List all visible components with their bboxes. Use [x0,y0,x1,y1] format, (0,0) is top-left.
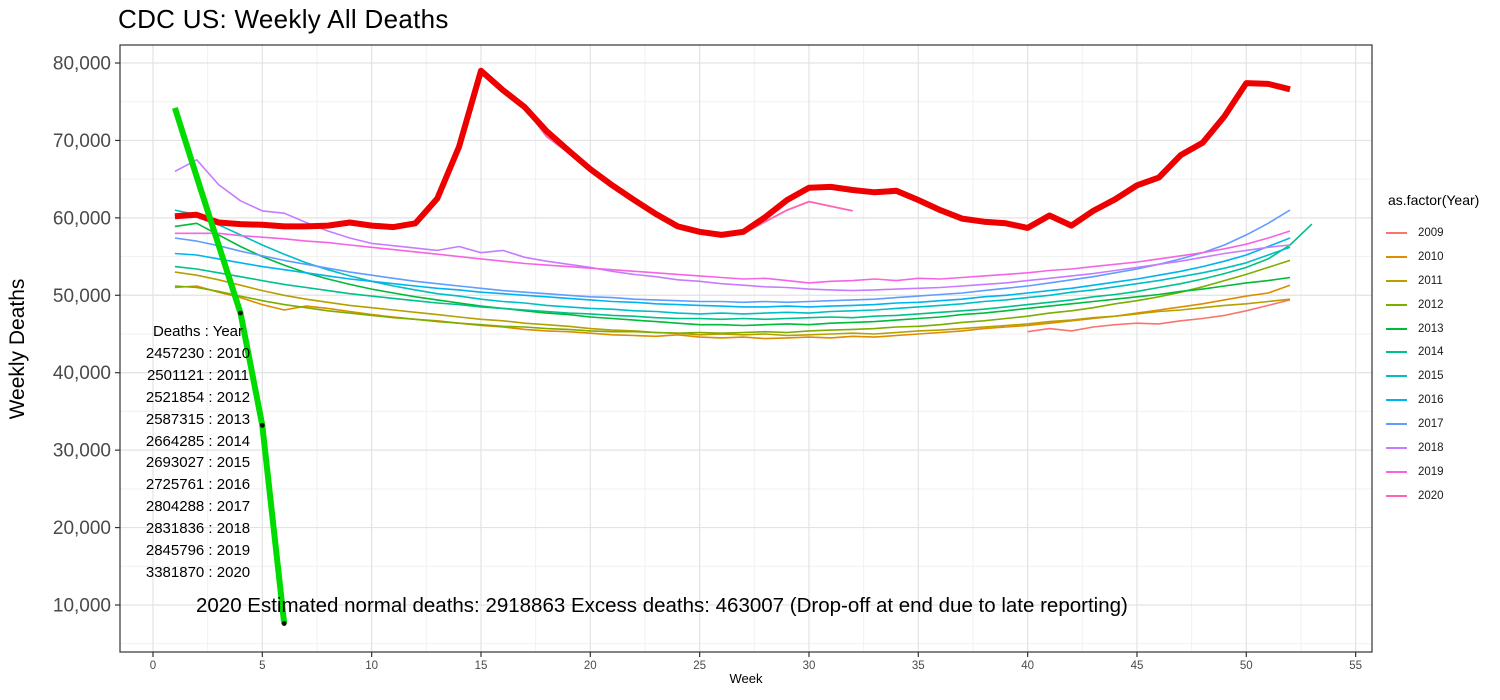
series-line-2011 [174,271,1291,337]
legend-swatch-2012 [1386,303,1407,306]
legend-swatch-2014 [1386,351,1407,354]
dropoff-point-marker [259,422,265,428]
excess-deaths-annotation: 2020 Estimated normal deaths: 2918863 Ex… [196,594,1128,617]
x-tick-label: 0 [150,660,156,672]
legend-label: 2014 [1418,346,1444,359]
panel-background [120,45,1372,652]
y-tick-label: 10,000 [53,596,111,617]
deaths-table-row: 2457230 : 2010 [145,344,251,362]
series-group [172,67,1313,626]
series-line-2019 [174,230,1291,284]
legend-label: 2017 [1418,418,1444,431]
deaths-table-row: 2664285 : 2014 [145,432,251,450]
deaths-table-row: 2845796 : 2019 [145,542,251,560]
legend-label: 2010 [1418,250,1444,263]
x-tick-label: 20 [584,660,597,672]
x-tick-label: 55 [1349,660,1362,672]
legend-item-2011: 2011 [1386,269,1498,293]
deaths-table-row: 2693027 : 2015 [145,454,251,472]
y-tick-label: 50,000 [53,286,111,307]
x-tick-label: 35 [912,660,925,672]
deaths-table-row: 2804288 : 2017 [145,498,251,516]
legend-item-2013: 2013 [1386,317,1498,341]
legend-label: 2012 [1418,298,1444,311]
deaths-table-row: 2587315 : 2013 [145,410,251,428]
series-line-2013 [174,222,1291,327]
series-line-2014 [174,223,1313,321]
x-tick-label: 30 [803,660,816,672]
legend-title: as.factor(Year) [1388,192,1480,208]
legend-swatch-2009 [1386,231,1407,234]
legend-item-2016: 2016 [1386,388,1498,412]
legend-swatch-2011 [1386,279,1407,282]
x-tick-label: 25 [693,660,706,672]
y-tick-label: 40,000 [53,363,111,384]
legend-label: 2015 [1418,370,1444,383]
legend-item-2010: 2010 [1386,245,1498,269]
series-line-2016 [174,237,1291,308]
series-line-2020-highlight [174,67,1291,238]
legend-item-2018: 2018 [1386,436,1498,460]
series-line-2018 [174,159,1291,292]
legend-swatch-2016 [1386,399,1407,402]
y-tick-label: 30,000 [53,441,111,462]
legend-item-2020: 2020 [1386,484,1498,508]
legend-swatch-2010 [1386,255,1407,258]
x-tick-label: 50 [1240,660,1253,672]
legend-swatch-2013 [1386,327,1407,330]
legend-item-2014: 2014 [1386,340,1498,364]
legend-label: 2009 [1418,226,1444,239]
legend-label: 2013 [1418,322,1444,335]
series-line-2012 [174,259,1291,335]
series-line-2017 [174,209,1291,304]
deaths-table-row: Deaths : Year [152,323,244,340]
legend-label: 2020 [1418,489,1444,502]
dropoff-point-marker [238,310,243,316]
y-tick-label: 70,000 [53,131,111,152]
legend-item-2015: 2015 [1386,364,1498,388]
x-tick-label: 5 [259,660,265,672]
x-tick-label: 15 [475,660,488,672]
legend-swatch-2017 [1386,423,1407,426]
series-line-2015 [174,209,1291,315]
y-tick-label: 20,000 [53,518,111,539]
series-line-dropoff-late-reporting [172,106,288,624]
legend-label: 2018 [1418,441,1444,454]
x-tick-label: 40 [1021,660,1034,672]
legend-label: 2011 [1418,274,1443,287]
legend-label: 2019 [1418,465,1444,478]
dropoff-point-marker [281,621,287,626]
legend-swatch-2015 [1386,375,1407,378]
deaths-table-row: 2831836 : 2018 [145,520,251,538]
deaths-table-row: 2501121 : 2011 [146,366,250,384]
deaths-table-row: 2521854 : 2012 [145,388,251,406]
y-axis-label: Weekly Deaths [6,278,29,420]
legend-item-2012: 2012 [1386,293,1498,317]
legend-item-2019: 2019 [1386,460,1498,484]
deaths-table-row: 2725761 : 2016 [145,476,251,494]
legend-swatch-2019 [1386,470,1407,473]
legend-swatch-2020 [1386,494,1407,497]
legend-item-2009: 2009 [1386,221,1498,245]
deaths-per-year-annotation: Deaths : Year 2457230 : 2010 2501121 : 201… [137,321,259,584]
chart-title: CDC US: Weekly All Deaths [118,4,449,34]
x-tick-label: 10 [365,660,378,672]
deaths-table-row: 3381870 : 2020 [145,563,251,581]
x-axis-label: Week [729,671,763,686]
legend-item-2017: 2017 [1386,412,1498,436]
panel-border [119,44,1373,653]
y-tick-label: 80,000 [53,54,111,75]
x-tick-label: 45 [1131,660,1144,672]
legend: as.factor(Year) 2009 2010 2011 2012 2013 2014… [1386,192,1498,508]
series-line-2009 [1027,299,1291,333]
legend-items: 2009 2010 2011 2012 2013 2014 2015 2016 2017 2018… [1386,221,1498,508]
y-tick-label: 60,000 [53,208,111,229]
legend-label: 2016 [1418,394,1444,407]
legend-swatch-2018 [1386,446,1407,449]
